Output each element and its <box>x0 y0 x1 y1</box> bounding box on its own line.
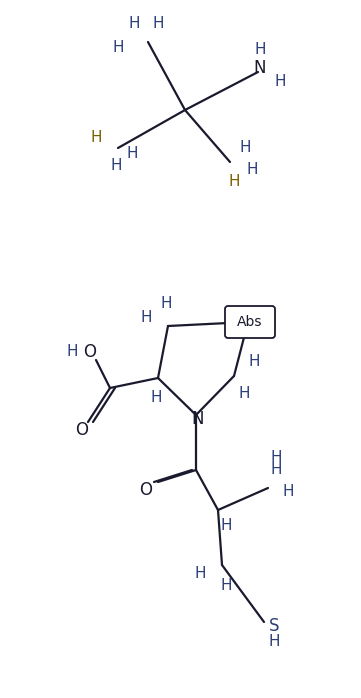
FancyBboxPatch shape <box>225 306 275 338</box>
Text: H: H <box>282 484 294 500</box>
Text: H: H <box>220 519 232 533</box>
Text: O: O <box>139 481 152 499</box>
Text: H: H <box>274 75 286 89</box>
Text: H: H <box>248 355 260 369</box>
Text: H: H <box>66 345 78 359</box>
Text: O: O <box>75 421 88 439</box>
Text: H: H <box>239 140 251 156</box>
Text: Abs: Abs <box>237 315 263 329</box>
Text: H: H <box>152 17 164 31</box>
Text: H: H <box>246 163 258 177</box>
Text: H: H <box>150 390 162 406</box>
Text: H: H <box>270 450 282 466</box>
Text: H: H <box>228 174 240 189</box>
Text: H: H <box>194 565 206 581</box>
Text: H: H <box>270 463 282 477</box>
Text: H: H <box>90 131 102 145</box>
Text: N: N <box>254 59 266 77</box>
Text: H: H <box>112 40 124 54</box>
Text: H: H <box>238 387 250 401</box>
Text: H: H <box>128 17 140 31</box>
Text: H: H <box>268 634 280 650</box>
Text: H: H <box>220 577 232 593</box>
Text: H: H <box>254 43 266 57</box>
Text: H: H <box>160 297 172 311</box>
Text: H: H <box>110 158 122 174</box>
Text: S: S <box>269 617 279 635</box>
Text: H: H <box>140 311 152 325</box>
Text: N: N <box>192 410 204 428</box>
Text: H: H <box>126 145 138 161</box>
Text: O: O <box>83 343 96 361</box>
